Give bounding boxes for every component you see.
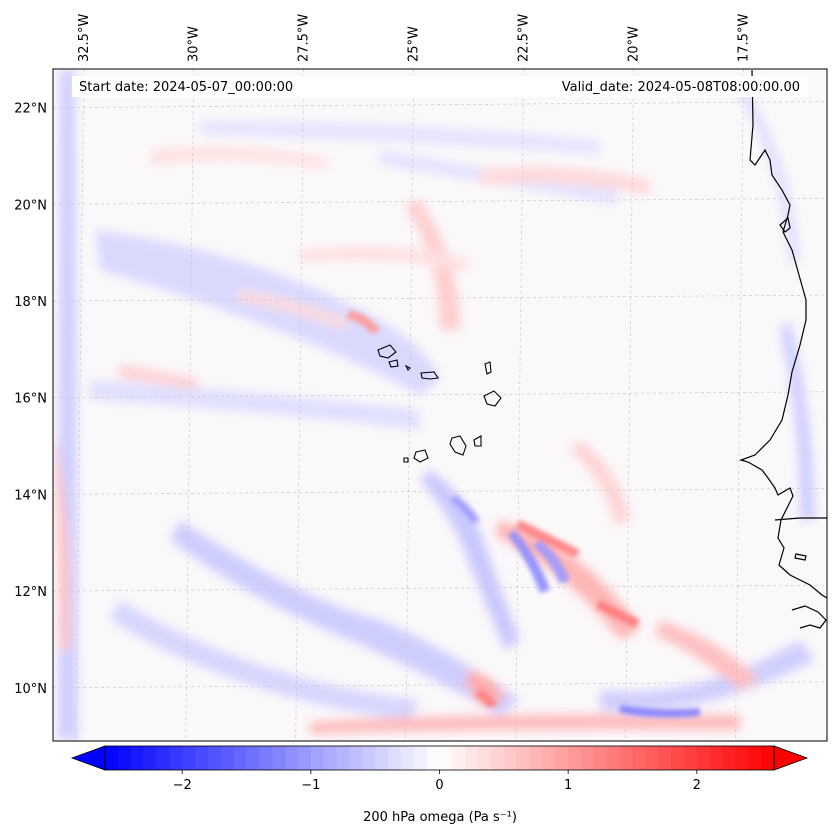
colorbar-segment — [658, 746, 672, 770]
meridian-line — [735, 68, 744, 742]
colorbar-segment — [220, 746, 235, 770]
longitude-label: 30°W — [187, 26, 202, 62]
longitude-label: 22.5°W — [517, 14, 532, 62]
map-frame — [52, 68, 828, 742]
date-banner — [72, 76, 808, 97]
longitude-label: 20°W — [627, 26, 642, 62]
colorbar-segment — [323, 746, 338, 770]
colorbar-segment — [490, 746, 505, 770]
valid-date: Valid_date: 2024-05-08T08:00:00.00 — [562, 80, 800, 95]
colorbar-segment — [529, 746, 544, 770]
colorbar-label: 200 hPa omega (Pa s⁻¹) — [363, 810, 517, 825]
colorbar-segment — [478, 746, 492, 770]
colorbar-extend-min — [70, 745, 106, 771]
start-date: Start date: 2024-05-07_00:00:00 — [79, 80, 293, 95]
colorbar-segment — [619, 746, 634, 770]
meridian-line — [405, 68, 414, 742]
colorbar-segment — [297, 746, 312, 770]
colorbar-segment — [696, 746, 711, 770]
colorbar-segment — [568, 746, 582, 770]
colorbar-segment — [439, 746, 453, 770]
colorbar-segment — [542, 746, 556, 770]
colorbar-segment — [156, 746, 170, 770]
latitude-label: 10°N — [14, 682, 47, 697]
colorbar-tick-label: 1 — [564, 778, 572, 793]
map-gridlines — [52, 68, 828, 742]
colorbar-tick-label: −1 — [301, 778, 320, 793]
colorbar-segment — [761, 746, 775, 770]
colorbar-segment — [336, 746, 351, 770]
colorbar-segment — [555, 746, 569, 770]
colorbar-segment — [632, 746, 646, 770]
colorbar-segment — [426, 746, 441, 770]
colorbar-segment — [606, 746, 621, 770]
colorbar-segment — [683, 746, 698, 770]
meridian-line — [185, 68, 195, 742]
latitude-label: 12°N — [14, 585, 47, 600]
longitude-label: 32.5°W — [77, 14, 92, 62]
colorbar-segment — [233, 746, 248, 770]
colorbar-segment — [593, 746, 608, 770]
colorbar-segment — [182, 746, 196, 770]
colorbar-segment — [349, 746, 363, 770]
colorbar-segment — [735, 746, 749, 770]
latitude-labels: 22°N 20°N 18°N 16°N 14°N 12°N 10°N — [14, 102, 47, 697]
colorbar-segment — [310, 746, 325, 770]
colorbar-segment — [388, 746, 402, 770]
longitude-label: 25°W — [407, 26, 422, 62]
colorbar-segment — [400, 746, 415, 770]
colorbar-segment — [671, 746, 685, 770]
colorbar-segment — [516, 746, 531, 770]
longitude-labels: 32.5°W 30°W 27.5°W 25°W 22.5°W 20°W 17.5°W — [77, 14, 752, 62]
colorbar-segment — [722, 746, 737, 770]
meridian-line — [75, 68, 85, 742]
colorbar-segment — [748, 746, 762, 770]
colorbar-segment — [362, 746, 376, 770]
colorbar-segment — [105, 746, 119, 770]
colorbar-segment — [117, 746, 132, 770]
latitude-label: 20°N — [14, 198, 47, 213]
colorbar-tick-label: 0 — [435, 778, 443, 793]
colorbar-segment — [581, 746, 595, 770]
omega-field — [54, 70, 815, 740]
colorbar-segment — [645, 746, 659, 770]
colorbar-segment — [375, 746, 389, 770]
colorbar-gradient — [105, 746, 775, 770]
map-panel: Start date: 2024-05-07_00:00:00 Valid_da… — [52, 68, 828, 742]
colorbar-tick-label: −2 — [173, 778, 192, 793]
longitude-label: 27.5°W — [297, 14, 312, 62]
colorbar-segment — [272, 746, 286, 770]
colorbar-segment — [465, 746, 479, 770]
colorbar-segment — [709, 746, 724, 770]
colorbar-segment — [503, 746, 518, 770]
meridian-line — [295, 68, 304, 742]
latitude-label: 16°N — [14, 392, 47, 407]
colorbar-ticks: −2 −1 0 1 2 — [173, 770, 701, 793]
islands — [377, 344, 502, 463]
latitude-label: 14°N — [14, 488, 47, 503]
colorbar-segment — [195, 746, 209, 770]
colorbar-segment — [285, 746, 299, 770]
colorbar-segment — [413, 746, 428, 770]
longitude-label: 17.5°W — [736, 14, 751, 62]
colorbar-segment — [259, 746, 273, 770]
latitude-label: 18°N — [14, 295, 47, 310]
colorbar-extend-max — [773, 745, 809, 771]
colorbar-segment — [246, 746, 260, 770]
colorbar-tick-label: 2 — [693, 778, 701, 793]
colorbar-segment — [130, 746, 145, 770]
coastline — [739, 69, 827, 629]
latitude-label: 22°N — [14, 102, 47, 117]
meridian-line — [515, 68, 524, 742]
colorbar: −2 −1 0 1 2 200 hPa omega (Pa s⁻¹) — [70, 745, 809, 825]
colorbar-segment — [207, 746, 222, 770]
colorbar-segment — [143, 746, 158, 770]
colorbar-segment — [452, 746, 466, 770]
colorbar-segment — [169, 746, 183, 770]
meridian-line — [625, 68, 634, 742]
